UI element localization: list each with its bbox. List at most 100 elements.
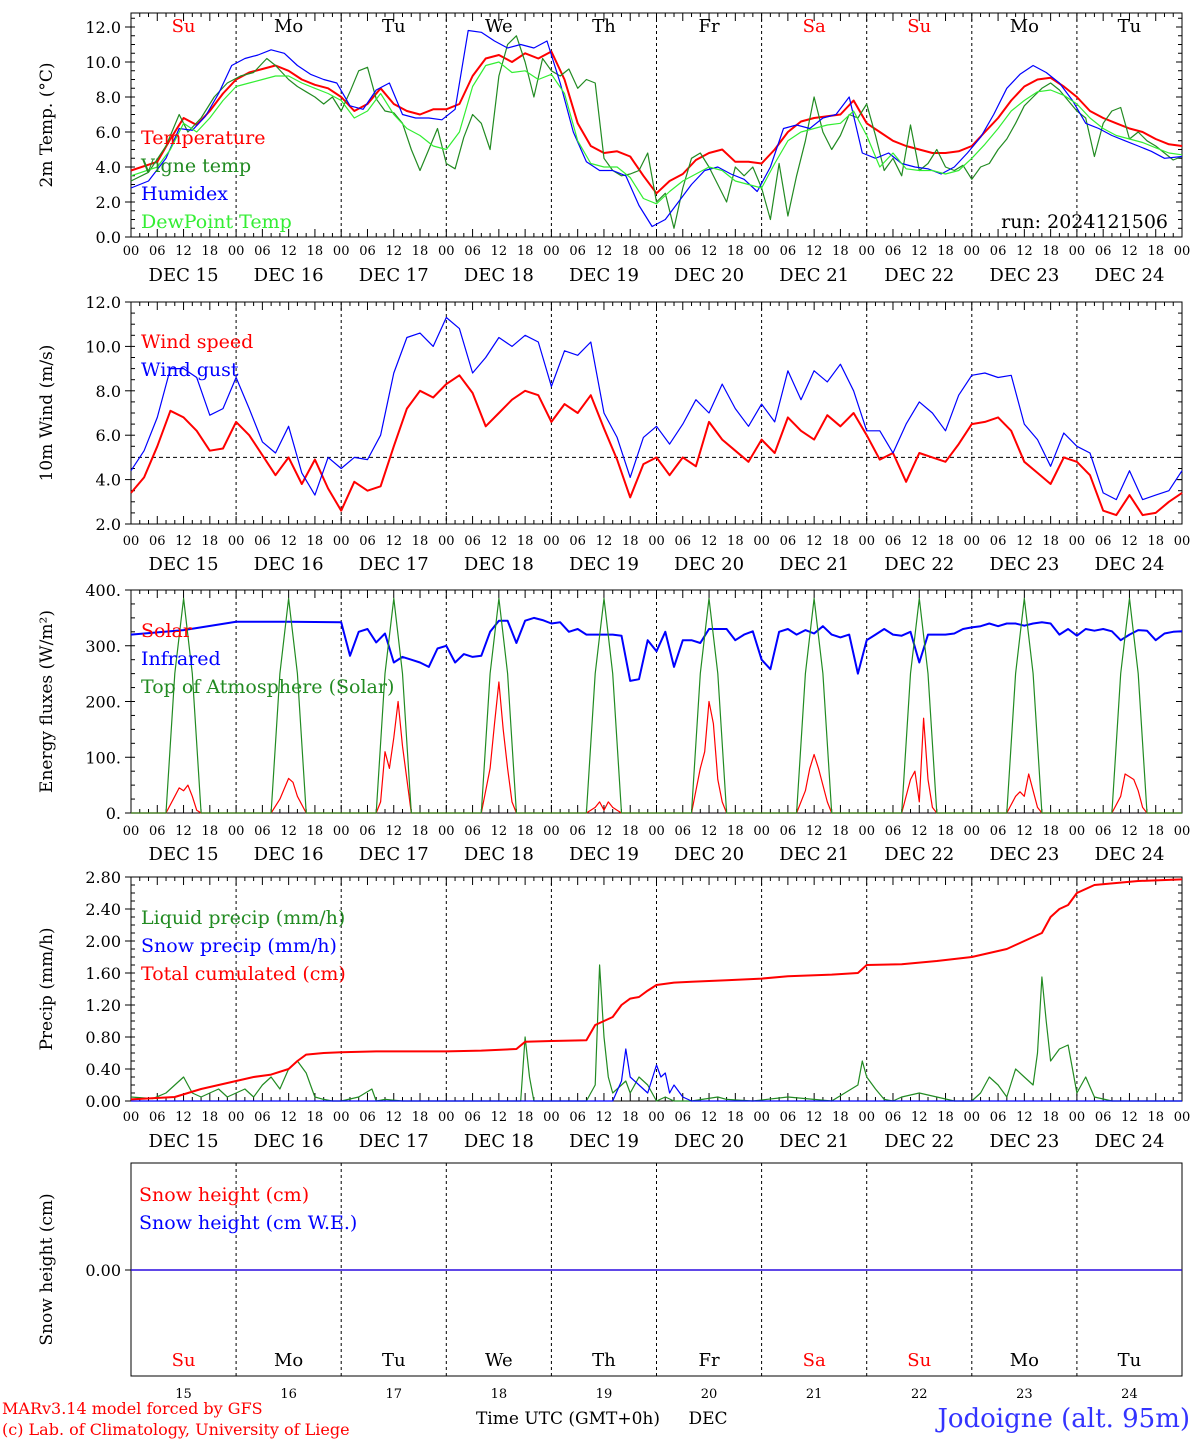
series-line-wind-speed (130, 374, 1183, 517)
hour-tick-label: 00 (543, 244, 560, 259)
weekday-label-top: We (485, 16, 513, 37)
hour-tick-label: 18 (1042, 244, 1059, 259)
hour-tick-label: 12 (911, 534, 928, 549)
weekday-label-bottom: Su (172, 1350, 196, 1371)
date-label: DEC 18 (464, 1131, 534, 1152)
hour-tick-label: 06 (1095, 824, 1112, 839)
hour-tick-label: 00 (858, 824, 875, 839)
date-label: DEC 16 (254, 554, 324, 575)
chart-panel-5: 0.00 Snow height (cm) (37, 1162, 1183, 1377)
hour-tick-label: 12 (491, 244, 508, 259)
hour-tick-label: 12 (1016, 824, 1033, 839)
series-line-top-of-atmosphere-solar (131, 597, 1182, 814)
chart-panel-4: 0.00 0.40 0.80 1.20 1.60 2.00 2.40 2.80 Precip (… (37, 868, 1190, 1152)
y-tick-label: 1.20 (85, 996, 121, 1015)
model-credit: MARv3.14 model forced by GFS (2, 1399, 263, 1418)
date-label: DEC 17 (359, 554, 429, 575)
hour-tick-label: 06 (149, 824, 166, 839)
weekday-label-bottom: Mo (1010, 1350, 1039, 1371)
hour-tick-label: 00 (964, 1110, 981, 1125)
y-tick-label: 0.40 (85, 1060, 121, 1079)
hour-tick-label: 00 (123, 244, 140, 259)
hour-tick-label: 12 (596, 534, 613, 549)
weekday-label-top: Mo (274, 16, 303, 37)
y-tick-label: 12.0 (85, 18, 121, 37)
hour-tick-label: 06 (464, 534, 481, 549)
hour-tick-label: 00 (438, 1110, 455, 1125)
y-tick-label: 0.00 (85, 1261, 121, 1280)
hour-tick-label: 18 (622, 244, 639, 259)
hour-tick-label: 00 (1174, 824, 1191, 839)
hour-tick-label: 12 (385, 824, 402, 839)
hour-tick-label: 12 (1016, 244, 1033, 259)
hour-tick-label: 00 (438, 824, 455, 839)
hour-tick-label: 00 (753, 534, 770, 549)
hour-tick-label: 00 (333, 534, 350, 549)
hour-tick-label: 00 (543, 824, 560, 839)
hour-tick-label: 18 (1042, 824, 1059, 839)
date-label: DEC 15 (149, 1131, 219, 1152)
hour-tick-label: 12 (175, 824, 192, 839)
legend-humidex: Humidex (141, 183, 228, 205)
legend-dewpoint: DewPoint Temp (141, 211, 292, 233)
hour-tick-label: 18 (517, 824, 534, 839)
series-line-temperature (130, 50, 1183, 195)
date-label: DEC 20 (674, 554, 744, 575)
y-axis-title: Snow height (cm) (37, 1193, 57, 1345)
weekday-label-top: Su (907, 16, 931, 37)
hour-tick-label: 06 (569, 1110, 586, 1125)
x-axis-month: DEC (688, 1409, 727, 1429)
hour-tick-label: 00 (438, 534, 455, 549)
series-line-vigne-temp (130, 35, 1183, 229)
legend-liquid-precip: Liquid precip (mm/h) (141, 907, 345, 929)
date-label: DEC 20 (674, 265, 744, 286)
location-label: Jodoigne (alt. 95m) (934, 1404, 1190, 1434)
hour-tick-label: 00 (1069, 244, 1086, 259)
hour-tick-label: 18 (517, 244, 534, 259)
hour-tick-label: 00 (964, 824, 981, 839)
hour-tick-label: 06 (254, 824, 271, 839)
chart-panels: 0.0 2.0 4.0 6.0 8.0 10.0 12.0 2m Temp. (°C) 00 06… (37, 12, 1190, 1402)
hour-tick-label: 00 (964, 534, 981, 549)
chart-panel-3: 0. 100. 200. 300. 400. Energy fluxes (W/m²) 00… (37, 581, 1190, 865)
day-number-label: 19 (596, 1387, 613, 1402)
y-tick-label: 0.0 (96, 228, 121, 247)
hour-tick-label: 12 (911, 824, 928, 839)
date-label: DEC 15 (149, 844, 219, 865)
y-tick-label: 2.80 (85, 868, 121, 887)
hour-tick-label: 06 (359, 244, 376, 259)
date-label: DEC 22 (884, 1131, 954, 1152)
day-number-label: 24 (1121, 1387, 1138, 1402)
hour-tick-label: 06 (780, 1110, 797, 1125)
hour-tick-label: 12 (491, 1110, 508, 1125)
day-number-label: 22 (911, 1387, 928, 1402)
hour-tick-label: 00 (228, 1110, 245, 1125)
y-tick-label: 2.0 (96, 515, 121, 534)
hour-tick-label: 18 (832, 1110, 849, 1125)
hour-tick-label: 12 (806, 534, 823, 549)
hour-tick-label: 00 (438, 244, 455, 259)
y-tick-label: 300. (85, 637, 121, 656)
hour-tick-label: 12 (701, 534, 718, 549)
hour-tick-label: 18 (727, 824, 744, 839)
hour-tick-label: 18 (202, 824, 219, 839)
hour-tick-label: 06 (780, 244, 797, 259)
date-label: DEC 24 (1094, 844, 1164, 865)
weekday-label-top: Th (592, 16, 616, 37)
date-label: DEC 23 (989, 1131, 1059, 1152)
hour-tick-label: 06 (990, 244, 1007, 259)
date-label: DEC 15 (149, 265, 219, 286)
hour-tick-label: 06 (1095, 244, 1112, 259)
hour-tick-label: 00 (333, 244, 350, 259)
date-label: DEC 24 (1094, 1131, 1164, 1152)
hour-tick-label: 06 (359, 824, 376, 839)
series-line-total-cumulated-cm (130, 878, 1183, 1101)
legend-solar: Solar (141, 620, 193, 642)
date-label: DEC 21 (779, 554, 849, 575)
hour-tick-label: 18 (517, 534, 534, 549)
date-label: DEC 22 (884, 554, 954, 575)
hour-tick-label: 00 (964, 244, 981, 259)
hour-tick-label: 00 (123, 1110, 140, 1125)
date-label: DEC 22 (884, 844, 954, 865)
